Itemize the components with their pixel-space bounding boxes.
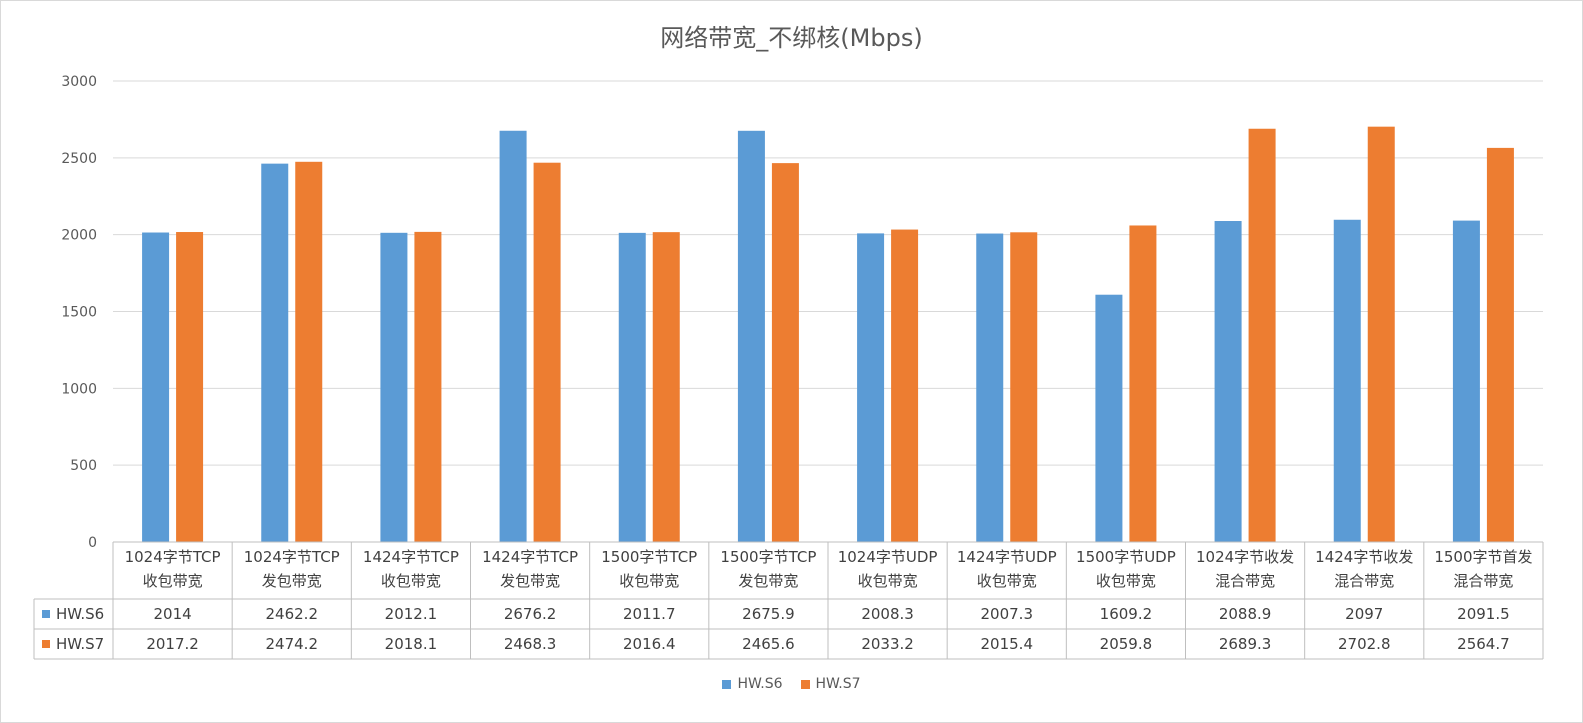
category-label: 1500字节UDP [1076, 548, 1176, 566]
legend-item-s7: HW.S7 [800, 676, 861, 692]
table-value-cell: 2017.2 [146, 635, 199, 653]
table-value-cell: 2007.3 [981, 605, 1034, 623]
y-tick-label: 2000 [61, 228, 97, 244]
bar-hws7-8 [1129, 225, 1157, 542]
table-value-cell: 2097 [1345, 605, 1383, 623]
bar-hws6-10 [1333, 219, 1361, 543]
table-value-cell: 2468.3 [504, 635, 557, 653]
table-value-cell: 2008.3 [861, 605, 914, 623]
table-value-cell: 2091.5 [1457, 605, 1510, 623]
bar-hws7-2 [414, 231, 442, 542]
category-label: 1424字节收发 [1315, 548, 1413, 566]
category-label: 混合带宽 [1334, 572, 1394, 590]
table-series-name: HW.S7 [56, 635, 104, 653]
table-value-cell: 2689.3 [1219, 635, 1272, 653]
table-value-cell: 2014 [153, 605, 191, 623]
category-label: 1500字节TCP [720, 548, 816, 566]
bar-hws7-3 [533, 162, 561, 542]
bar-hws6-2 [380, 232, 408, 542]
category-label: 收包带宽 [1096, 572, 1156, 590]
bar-hws6-7 [976, 233, 1004, 542]
chart-title: 网络带宽_不绑核(Mbps) [660, 24, 923, 52]
bar-hws7-5 [771, 163, 799, 543]
bar-hws6-6 [857, 233, 885, 542]
table-value-cell: 2015.4 [981, 635, 1034, 653]
table-value-cell: 2462.2 [266, 605, 319, 623]
legend-swatch-s6 [722, 679, 732, 689]
bar-hws7-7 [1010, 232, 1038, 542]
table-series-name: HW.S6 [56, 605, 104, 623]
y-tick-label: 1000 [61, 381, 97, 397]
legend-item-s6: HW.S6 [722, 676, 783, 692]
bar-hws6-5 [737, 130, 765, 543]
bar-hws6-8 [1095, 294, 1123, 542]
gridlines [113, 80, 1543, 466]
category-label: 1500字节首发 [1434, 548, 1532, 566]
legend-label-s6: HW.S6 [737, 676, 783, 692]
table-series-swatch [42, 610, 50, 618]
y-tick-label: 1500 [61, 305, 97, 321]
category-label: 1424字节UDP [957, 548, 1057, 566]
table-value-cell: 2675.9 [742, 605, 795, 623]
data-table: 1024字节TCP 收包带宽 1024字节TCP 发包带宽 1424字节TCP 收包带宽 1… [33, 541, 1544, 660]
legend: HW.S6 HW.S7 [0, 676, 1583, 692]
bar-hws6-0 [142, 232, 170, 543]
category-label: 1424字节TCP [363, 548, 459, 566]
category-label: 混合带宽 [1215, 572, 1275, 590]
bars [142, 126, 1514, 543]
category-label: 1424字节TCP [482, 548, 578, 566]
table-value-cell: 2016.4 [623, 635, 676, 653]
table-value-cell: 2088.9 [1219, 605, 1272, 623]
y-tick-label: 0 [88, 535, 97, 551]
category-label: 收包带宽 [143, 572, 203, 590]
bar-hws7-10 [1367, 126, 1395, 542]
category-label: 收包带宽 [858, 572, 918, 590]
category-label: 发包带宽 [500, 572, 560, 590]
category-label: 1024字节收发 [1196, 548, 1294, 566]
table-series-swatch [42, 640, 50, 648]
bar-hws6-3 [499, 130, 527, 542]
bar-hws6-1 [261, 163, 289, 542]
bar-hws7-4 [652, 232, 680, 542]
bar-hws7-0 [176, 232, 204, 542]
table-value-cell: 2702.8 [1338, 635, 1391, 653]
category-label: 1024字节UDP [838, 548, 938, 566]
category-label: 收包带宽 [619, 572, 679, 590]
category-label: 1500字节TCP [601, 548, 697, 566]
table-value-cell: 2033.2 [861, 635, 914, 653]
table-value-cell: 2059.8 [1100, 635, 1153, 653]
category-label: 发包带宽 [262, 572, 322, 590]
table-value-cell: 1609.2 [1100, 605, 1153, 623]
y-axis-ticks: 0 500 1000 1500 2000 2500 3000 [61, 74, 97, 551]
bar-hws7-9 [1248, 128, 1276, 542]
table-value-cell: 2676.2 [504, 605, 557, 623]
category-label: 1024字节TCP [244, 548, 340, 566]
bar-hws6-11 [1452, 220, 1480, 542]
table-value-cell: 2474.2 [266, 635, 319, 653]
category-label: 发包带宽 [738, 572, 798, 590]
table-value-cell: 2012.1 [385, 605, 438, 623]
table-value-cell: 2465.6 [742, 635, 795, 653]
bar-hws6-9 [1214, 221, 1242, 542]
category-label: 收包带宽 [977, 572, 1037, 590]
table-value-cell: 2564.7 [1457, 635, 1510, 653]
y-tick-label: 3000 [61, 74, 97, 90]
y-tick-label: 500 [70, 458, 97, 474]
category-label: 1024字节TCP [125, 548, 221, 566]
category-label: 混合带宽 [1453, 572, 1513, 590]
legend-label-s7: HW.S7 [815, 676, 861, 692]
category-label: 收包带宽 [381, 572, 441, 590]
bar-hws6-4 [618, 232, 646, 542]
bar-hws7-1 [295, 161, 323, 543]
table-value-cell: 2018.1 [385, 635, 438, 653]
bar-hws7-11 [1486, 147, 1514, 542]
bar-hws7-6 [891, 229, 919, 542]
legend-swatch-s7 [800, 679, 810, 689]
y-tick-label: 2500 [61, 151, 97, 167]
table-value-cell: 2011.7 [623, 605, 676, 623]
